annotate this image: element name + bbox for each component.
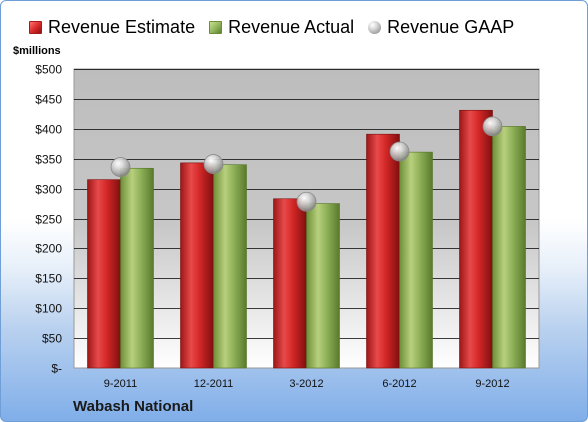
x-tick-label: 6-2012 [382,378,416,390]
x-tick-label: 3-2012 [289,378,323,390]
x-axis-tick-labels: 9-2011 12-2011 3-2012 6-2012 9-2012 [104,378,510,390]
bar-revenue-actual [492,126,526,369]
marker-revenue-gaap [296,191,317,212]
y-axis-unit-label: $millions [13,45,61,57]
x-tick-label: 9-2011 [104,378,137,390]
legend-item-gaap: Revenue GAAP [368,17,514,38]
bar-revenue-actual [306,203,340,369]
y-tick-label: $- [51,362,62,376]
y-tick-label: $350 [35,153,62,167]
y-tick-label: $250 [35,213,62,227]
y-tick-label: $50 [42,332,62,346]
marker-revenue-gaap [203,154,224,174]
bar-revenue-estimate [273,198,307,369]
legend-item-estimate: Revenue Estimate [29,17,195,38]
legend-label-gaap: Revenue GAAP [387,17,515,37]
legend-label-actual: Revenue Actual [228,17,355,37]
x-tick-label: 9-2012 [475,378,509,390]
marker-revenue-gaap [482,116,503,137]
bars [87,109,526,369]
y-tick-label: $100 [35,302,62,316]
bar-revenue-estimate [87,179,121,369]
bar-revenue-actual [213,164,247,369]
legend-label-estimate: Revenue Estimate [48,17,196,37]
legend: Revenue Estimate Revenue Actual Revenue … [29,17,514,38]
bar-revenue-estimate [366,133,400,369]
y-tick-label: $450 [35,93,62,107]
legend-swatch-estimate [29,21,42,34]
gaap-markers [110,116,503,212]
bar-revenue-actual [120,167,154,369]
y-tick-label: $400 [35,123,62,137]
x-tick-label: 12-2011 [194,378,234,390]
legend-swatch-actual [209,21,223,34]
marker-revenue-gaap [110,157,131,177]
company-name: Wabash National [73,398,194,415]
y-tick-label: $200 [35,242,62,256]
bar-revenue-actual [399,151,433,369]
bar-revenue-estimate [180,162,214,369]
y-axis-tick-labels: $- $50 $100 $150 $200 $250 $300 $350 $400 $450 $50… [35,63,62,376]
y-tick-label: $300 [35,183,62,197]
bar-revenue-estimate [459,109,493,369]
y-tick-label: $500 [35,63,62,77]
y-tick-label: $150 [35,272,62,286]
legend-item-actual: Revenue Actual [209,17,354,38]
legend-swatch-gaap [368,21,382,34]
marker-revenue-gaap [389,141,410,162]
